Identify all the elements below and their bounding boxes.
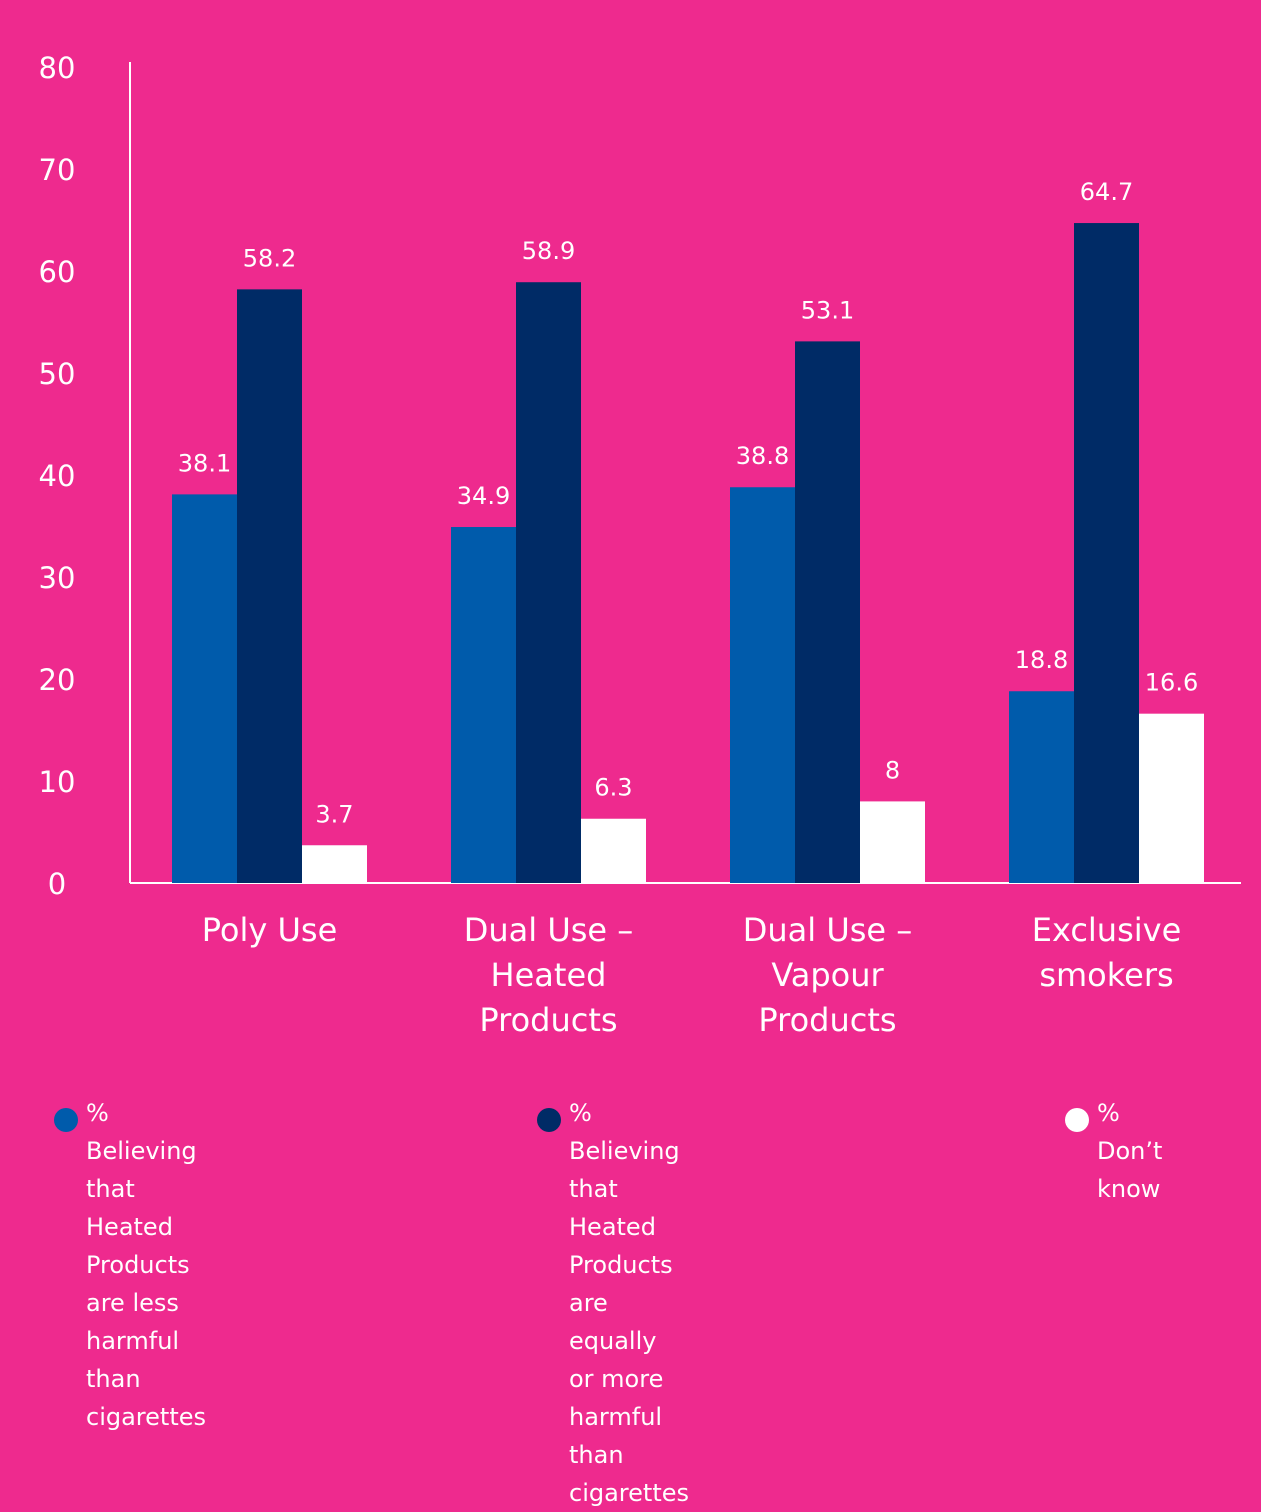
- value-label-dont-know: 8: [885, 756, 900, 784]
- bar-less-harmful: [730, 487, 795, 883]
- y-tick-label: 20: [39, 663, 76, 697]
- category-label: Dual Use – Vapour Products: [743, 911, 913, 1039]
- bar-equal-or-more-harmful: [516, 282, 581, 884]
- legend-label-less-harmful: % Believing that Heated Products are les…: [86, 1099, 206, 1431]
- bar-dont-know: [302, 845, 367, 883]
- y-tick-label: 70: [39, 153, 76, 187]
- value-label-dont-know: 6.3: [594, 774, 632, 802]
- y-tick-labels: 0 10 20 30 40 50 60 70 80: [39, 51, 76, 901]
- bar-equal-or-more-harmful: [1074, 223, 1139, 883]
- bar-chart: 0 10 20 30 40 50 60 70 80 38.1 34.9 38.8 18.8 58.2 58…: [39, 51, 1241, 1039]
- y-tick-label: 80: [39, 51, 76, 85]
- legend-label-equal-or-more-harmful: % Believing that Heated Products are equ…: [569, 1099, 689, 1507]
- bar-less-harmful: [172, 494, 237, 883]
- bar-equal-or-more-harmful: [795, 341, 860, 883]
- y-tick-label: 50: [39, 357, 76, 391]
- bar-dont-know: [581, 818, 646, 883]
- bar-less-harmful: [1009, 691, 1074, 883]
- value-label-dont-know: 3.7: [315, 800, 353, 828]
- legend-dot-equal-or-more-harmful: [537, 1108, 561, 1132]
- y-tick-label: 0: [48, 867, 66, 901]
- bar-dont-know: [860, 801, 925, 883]
- y-tick-label: 30: [39, 561, 76, 595]
- value-label-less-harmful: 38.8: [736, 442, 789, 470]
- value-label-equal-or-more-harmful: 58.9: [522, 237, 575, 265]
- bar-equal-or-more-harmful: [237, 289, 302, 883]
- value-label-less-harmful: 38.1: [178, 449, 231, 477]
- value-label-dont-know: 16.6: [1145, 669, 1198, 697]
- category-labels: Poly Use Dual Use – Heated Products Dual Use…: [202, 911, 1182, 1039]
- legend-dot-less-harmful: [54, 1108, 78, 1132]
- bar-dont-know: [1139, 713, 1204, 883]
- bar-less-harmful: [451, 527, 516, 883]
- value-label-less-harmful: 18.8: [1015, 646, 1068, 674]
- value-label-less-harmful: 34.9: [457, 482, 510, 510]
- value-labels: 38.1 34.9 38.8 18.8 58.2 58.9 53.1 64.7 3.7 6.3 8 1…: [178, 178, 1198, 828]
- bars: [172, 223, 1204, 884]
- category-label: Poly Use: [202, 911, 338, 949]
- value-label-equal-or-more-harmful: 53.1: [801, 296, 854, 324]
- y-tick-label: 40: [39, 459, 76, 493]
- category-label: Dual Use – Heated Products: [464, 911, 634, 1039]
- category-label: Exclusive smokers: [1032, 911, 1182, 994]
- y-tick-label: 60: [39, 255, 76, 289]
- legend-label-dont-know: % Don’t know: [1097, 1099, 1163, 1203]
- y-tick-label: 10: [39, 765, 76, 799]
- legend-dot-dont-know: [1065, 1108, 1089, 1132]
- value-label-equal-or-more-harmful: 58.2: [243, 244, 296, 272]
- value-label-equal-or-more-harmful: 64.7: [1080, 178, 1133, 206]
